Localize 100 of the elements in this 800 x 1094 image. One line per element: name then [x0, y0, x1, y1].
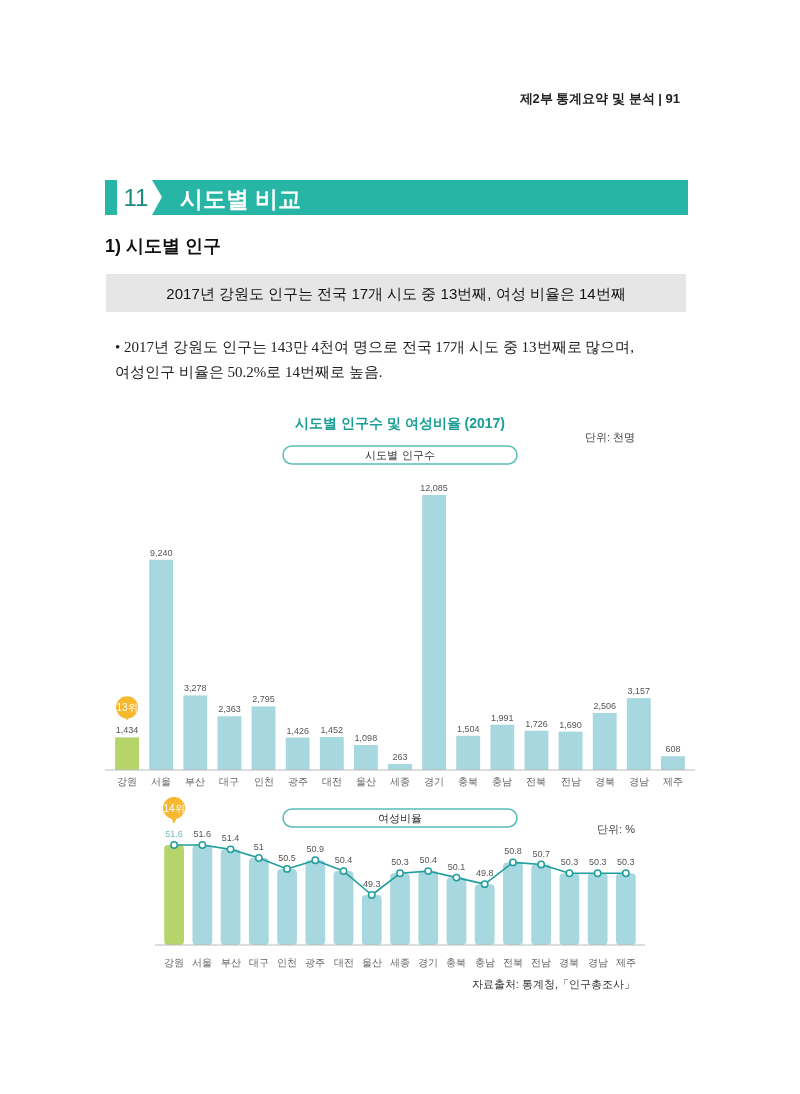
data-label: 3,278: [184, 683, 207, 694]
annotation: 13위: [116, 702, 138, 714]
data-label: 51: [253, 842, 264, 853]
data-label: 50.3: [617, 857, 635, 868]
x-tick-label: 전남: [531, 957, 552, 968]
x-tick-label: 인천: [277, 957, 298, 968]
point: [226, 845, 235, 854]
x-tick-label: 전북: [526, 776, 547, 787]
x-tick-label: 충남: [492, 776, 513, 787]
bar: [183, 695, 208, 770]
x-tick-label: 충북: [458, 776, 479, 787]
bar: [524, 730, 549, 770]
text: 단위: %: [597, 823, 636, 835]
bar: [490, 724, 515, 770]
bar: [285, 737, 310, 770]
point: [170, 841, 179, 849]
point: [508, 858, 517, 867]
point: [367, 891, 376, 899]
bar: [456, 735, 481, 770]
data-label: 51.4: [221, 833, 240, 844]
data-label: 2,506: [593, 700, 616, 711]
text: 자료출처: 통계청,「인구총조사」: [471, 978, 635, 990]
bar: [661, 756, 685, 770]
text: 2017년 강원도 인구는 전국 17개 시도 중 13번째, 여성 비율은 14번째: [166, 285, 626, 302]
data-label: 263: [392, 752, 408, 763]
text: 단위: 천명: [584, 431, 635, 443]
x-tick-label: 경남: [587, 957, 608, 968]
text: 11: [123, 184, 149, 211]
data-label: 12,085: [420, 483, 448, 493]
x-tick-label: 대전: [333, 957, 354, 968]
data-label: 1,452: [320, 724, 344, 735]
text: 시도별 비교: [180, 186, 302, 212]
text: • 2017년 강원도 인구는 143만 4천여 명으로 전국 17개 시도 중 13번째로 많으며, 여성인구 비율은 50.2%로 14번째로 높음.: [115, 339, 635, 380]
bar: [149, 559, 174, 770]
x-tick-label: 경북: [559, 957, 580, 968]
data-label: 49.3: [363, 879, 381, 889]
x-tick-label: 전남: [560, 776, 581, 787]
x-tick-label: 대구: [219, 776, 240, 787]
data-label: 1,726: [525, 718, 548, 729]
data-label: 2,363: [218, 704, 241, 715]
x-tick-label: 충북: [446, 957, 467, 968]
data-label: 51.6: [165, 829, 183, 839]
bar: [353, 745, 378, 770]
point: [198, 841, 207, 849]
data-label: 50.8: [504, 846, 522, 857]
bar: [251, 706, 276, 770]
point: [424, 867, 433, 876]
data-label: 9,240: [149, 547, 173, 558]
chart-title: 시도별 인구수 및 여성비율 (2017): [294, 415, 506, 431]
x-tick-label: 제주: [662, 776, 683, 787]
data-label: 1,991: [491, 712, 514, 723]
x-tick-label: 경기: [424, 776, 445, 787]
x-tick-label: 충남: [474, 957, 495, 968]
point: [537, 860, 546, 869]
bar: [626, 698, 651, 770]
bar: [115, 737, 139, 770]
data-label: 1,434: [115, 725, 139, 736]
text: 14위: [163, 803, 185, 814]
x-tick-label: 광주: [287, 776, 308, 787]
data-label: 3,157: [627, 686, 651, 697]
chart-title: 여성비율: [378, 812, 422, 824]
data-label: 50.1: [447, 861, 466, 872]
point: [283, 864, 292, 873]
x-tick-label: 강원: [164, 957, 185, 968]
data-label: 1,098: [354, 733, 378, 744]
x-tick-label: 서울: [151, 776, 172, 787]
data-label: 1,504: [456, 723, 480, 734]
bar: [217, 716, 242, 770]
data-label: 50.3: [560, 857, 579, 868]
bar: [592, 712, 617, 770]
point: [339, 867, 348, 876]
x-tick-label: 서울: [192, 957, 213, 968]
data-label: 50.7: [532, 848, 550, 859]
text: 제2부 통계요약 및 분석 | 91: [518, 91, 680, 106]
point: [311, 856, 320, 865]
data-label: 50.5: [278, 852, 296, 863]
data-label: 50.3: [588, 857, 607, 868]
data-label: 1,426: [286, 725, 309, 736]
point: [396, 869, 404, 878]
x-tick-label: 경남: [628, 776, 649, 787]
point: [254, 854, 263, 862]
x-tick-label: 제주: [615, 957, 636, 968]
x-tick-label: 광주: [305, 957, 326, 968]
bar: [422, 495, 447, 770]
x-tick-label: 부산: [185, 776, 206, 787]
x-tick-label: 세종: [390, 957, 410, 968]
x-tick-label: 경북: [594, 776, 615, 787]
data-label: 50.9: [306, 844, 325, 855]
x-tick-label: 대구: [248, 957, 269, 968]
data-label: 50.3: [391, 857, 409, 868]
data-label: 49.8: [475, 868, 494, 879]
data-label: 50.4: [334, 855, 353, 866]
x-tick-label: 울산: [355, 776, 376, 787]
point: [452, 873, 461, 882]
x-tick-label: 부산: [220, 957, 241, 968]
point: [480, 880, 489, 889]
x-tick-label: 강원: [117, 776, 138, 787]
data-label: 1,690: [559, 719, 582, 730]
text: 1) 시도별 인구: [105, 236, 222, 256]
point: [593, 869, 602, 878]
